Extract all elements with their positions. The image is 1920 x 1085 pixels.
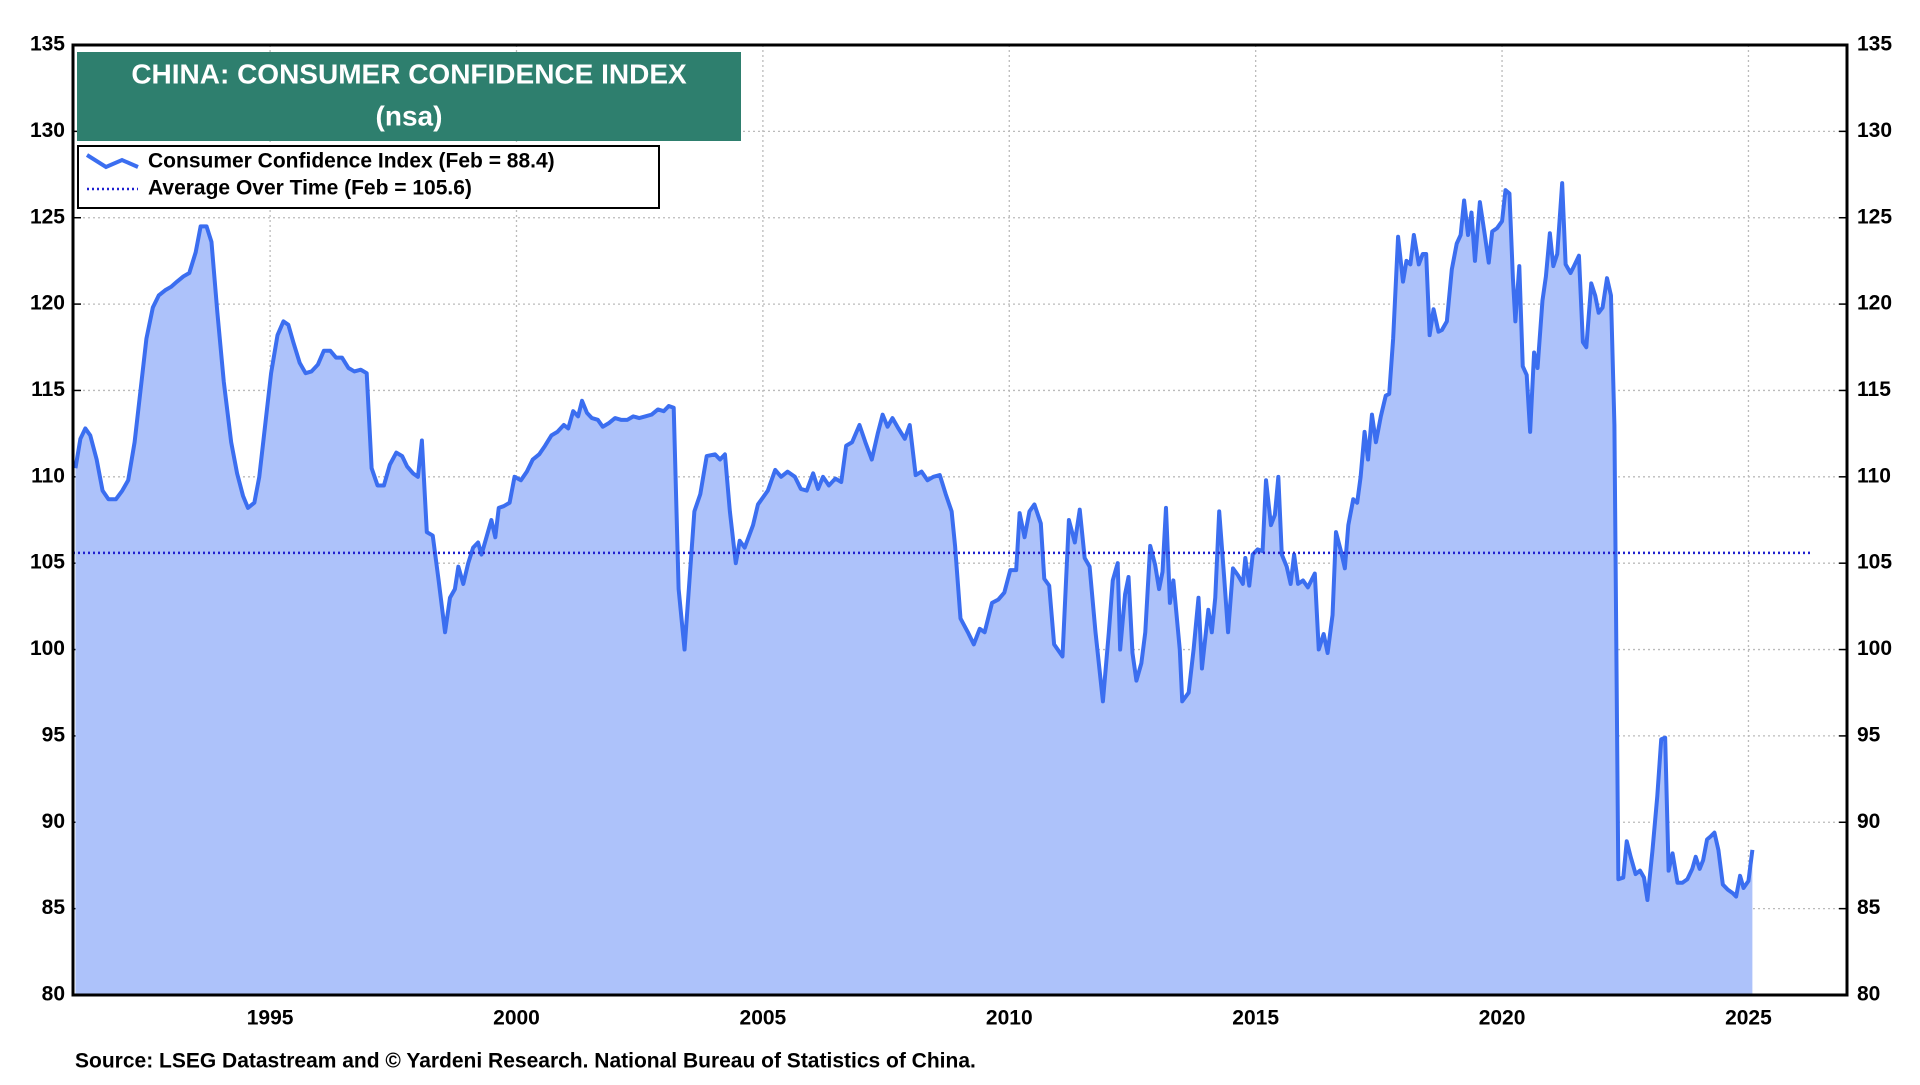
y-tick-label: 90: [42, 810, 65, 833]
y-tick-label: 120: [30, 292, 65, 315]
y-tick-label: 105: [30, 551, 65, 574]
y-tick-label: 80: [42, 983, 65, 1006]
x-tick-label: 2015: [1232, 1007, 1279, 1030]
y-tick-label: 100: [30, 637, 65, 660]
legend-label: Consumer Confidence Index (Feb = 88.4): [148, 150, 555, 173]
y2-tick-label: 80: [1857, 983, 1880, 1006]
x-tick-label: 2025: [1725, 1007, 1772, 1030]
x-tick-label: 2005: [740, 1007, 787, 1030]
chart-title: CHINA: CONSUMER CONFIDENCE INDEX: [131, 58, 687, 89]
y2-tick-label: 105: [1857, 551, 1892, 574]
plot-frame: [71, 43, 1849, 997]
y2-tick-label: 125: [1857, 205, 1892, 228]
y-tick-label: 135: [30, 33, 65, 56]
y-tick-label: 95: [42, 723, 66, 746]
x-tick-label: 2000: [493, 1007, 540, 1030]
x-tick-label: 2010: [986, 1007, 1033, 1030]
y2-tick-label: 85: [1857, 896, 1881, 919]
y-tick-label: 85: [42, 896, 66, 919]
y2-tick-label: 110: [1857, 464, 1891, 487]
title-box: [77, 52, 741, 141]
legend-label: Average Over Time (Feb = 105.6): [148, 177, 472, 200]
x-tick-label: 2020: [1479, 1007, 1526, 1030]
y2-tick-label: 120: [1857, 292, 1892, 315]
source-note: Source: LSEG Datastream and © Yardeni Re…: [75, 1050, 976, 1073]
y2-tick-label: 135: [1857, 33, 1892, 56]
legend-box: [77, 145, 660, 209]
y2-tick-label: 90: [1857, 810, 1880, 833]
y2-tick-label: 115: [1857, 378, 1891, 401]
x-tick-label: 1995: [247, 1007, 294, 1030]
y-tick-label: 130: [30, 119, 65, 142]
y2-tick-label: 130: [1857, 119, 1892, 142]
chart-subtitle: (nsa): [376, 100, 443, 131]
y-tick-label: 110: [31, 464, 65, 487]
line: [73, 181, 1755, 902]
y2-tick-label: 100: [1857, 637, 1892, 660]
y-tick-label: 115: [31, 378, 65, 401]
y2-tick-label: 95: [1857, 723, 1881, 746]
y-tick-label: 125: [30, 205, 65, 228]
legend-swatch: [85, 153, 139, 170]
area: [75, 183, 1753, 995]
